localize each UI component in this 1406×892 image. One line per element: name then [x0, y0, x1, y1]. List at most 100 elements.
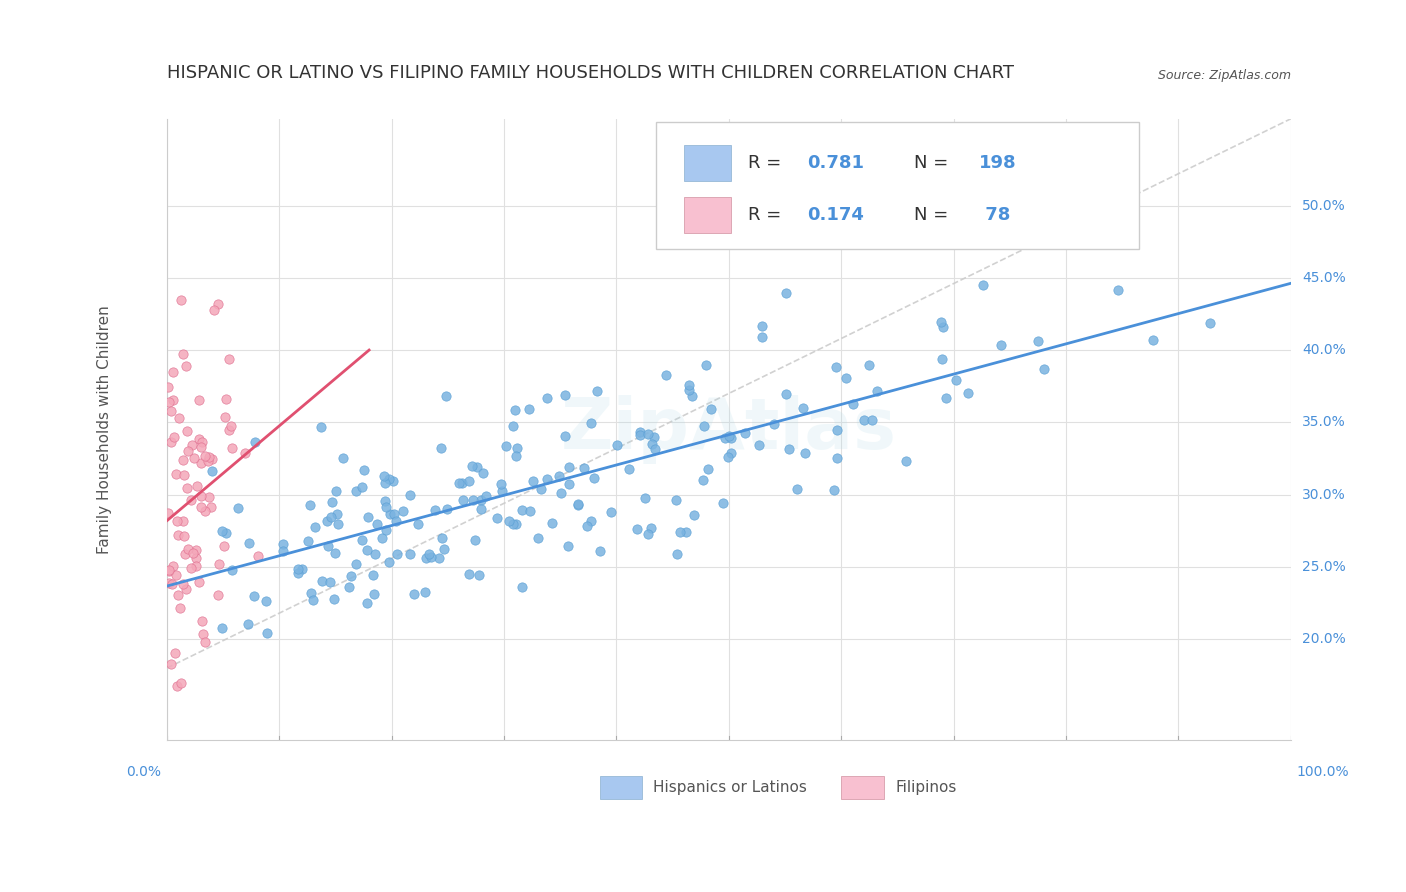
Point — [841, 397, 863, 411]
Point — [536, 391, 558, 405]
Point — [430, 531, 453, 545]
Point — [599, 505, 621, 519]
Point — [606, 438, 628, 452]
Point — [174, 582, 197, 597]
Point — [935, 392, 957, 406]
Point — [665, 493, 688, 508]
Point — [228, 500, 250, 515]
Point — [162, 558, 184, 573]
Point — [399, 547, 422, 561]
Point — [666, 547, 689, 561]
Point — [505, 517, 527, 532]
Point — [399, 487, 422, 501]
Point — [461, 492, 484, 507]
Point — [714, 431, 737, 445]
Point — [328, 516, 350, 531]
Point — [762, 417, 785, 431]
Point — [527, 531, 550, 545]
Point — [786, 483, 808, 497]
Point — [579, 514, 602, 528]
Point — [718, 429, 741, 443]
Point — [170, 293, 193, 307]
Text: 0.174: 0.174 — [807, 205, 865, 224]
Point — [165, 467, 187, 482]
Point — [172, 347, 194, 361]
Point — [457, 474, 479, 488]
Point — [297, 533, 319, 548]
Point — [236, 616, 259, 631]
Point — [211, 524, 233, 539]
Point — [956, 385, 979, 400]
Point — [173, 468, 195, 483]
Point — [792, 401, 814, 415]
Point — [470, 492, 492, 507]
Point — [162, 577, 184, 591]
Point — [188, 433, 211, 447]
Point — [485, 511, 508, 525]
FancyBboxPatch shape — [841, 776, 884, 799]
Point — [825, 450, 848, 465]
Point — [695, 358, 717, 372]
Point — [291, 561, 314, 575]
FancyBboxPatch shape — [655, 122, 1139, 250]
Point — [536, 472, 558, 486]
Point — [502, 419, 524, 434]
Point — [166, 588, 188, 602]
Point — [408, 517, 430, 532]
Point — [824, 360, 846, 375]
Point — [316, 539, 339, 553]
Point — [418, 547, 440, 561]
Point — [449, 475, 471, 490]
Point — [247, 549, 270, 564]
Point — [194, 504, 217, 518]
Point — [176, 424, 198, 438]
Point — [160, 657, 183, 671]
Point — [491, 483, 513, 498]
Text: 35.0%: 35.0% — [1302, 416, 1346, 429]
Point — [344, 484, 367, 499]
Point — [238, 536, 260, 550]
Point — [385, 547, 408, 561]
Point — [413, 585, 436, 599]
Point — [211, 621, 233, 635]
Point — [720, 431, 742, 445]
Point — [194, 450, 217, 464]
Point — [254, 594, 277, 608]
Point — [174, 547, 197, 561]
Point — [325, 483, 347, 498]
Text: HISPANIC OR LATINO VS FILIPINO FAMILY HOUSEHOLDS WITH CHILDREN CORRELATION CHART: HISPANIC OR LATINO VS FILIPINO FAMILY HO… — [167, 63, 1014, 81]
Point — [378, 507, 401, 521]
Point — [198, 450, 221, 465]
Point — [193, 627, 215, 641]
Point — [384, 514, 406, 528]
Text: 0.781: 0.781 — [807, 154, 865, 172]
Point — [183, 450, 205, 465]
Point — [235, 446, 257, 460]
Point — [218, 352, 240, 367]
Point — [576, 519, 599, 533]
Point — [184, 551, 207, 566]
Point — [693, 419, 716, 434]
Point — [655, 368, 678, 383]
Point — [852, 413, 875, 427]
Point — [321, 494, 343, 508]
Point — [419, 549, 441, 564]
Point — [1142, 334, 1164, 348]
Point — [167, 410, 190, 425]
Point — [273, 543, 295, 558]
Point — [302, 593, 325, 607]
Text: R =: R = — [748, 205, 787, 224]
Point — [778, 442, 800, 456]
Point — [643, 430, 665, 444]
Text: 198: 198 — [980, 154, 1017, 172]
Point — [932, 320, 955, 334]
Point — [474, 489, 496, 503]
Point — [519, 402, 541, 417]
Text: N =: N = — [914, 154, 955, 172]
Point — [450, 475, 472, 490]
Point — [633, 491, 655, 505]
Point — [190, 489, 212, 503]
Point — [683, 508, 706, 523]
Point — [190, 440, 212, 454]
Point — [197, 454, 219, 468]
